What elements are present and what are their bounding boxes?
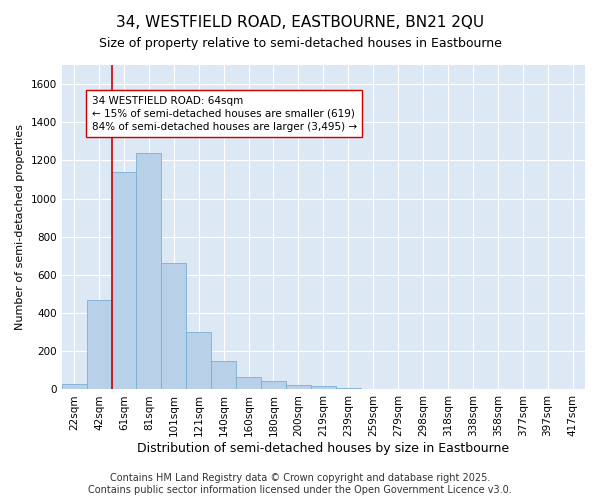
- Bar: [86, 300, 112, 390]
- Bar: [136, 153, 161, 390]
- Bar: [236, 377, 261, 390]
- Bar: [161, 264, 186, 390]
- X-axis label: Distribution of semi-detached houses by size in Eastbourne: Distribution of semi-detached houses by …: [137, 442, 509, 455]
- Bar: [211, 361, 236, 390]
- Text: 34 WESTFIELD ROAD: 64sqm
← 15% of semi-detached houses are smaller (619)
84% of : 34 WESTFIELD ROAD: 64sqm ← 15% of semi-d…: [92, 96, 356, 132]
- Y-axis label: Number of semi-detached properties: Number of semi-detached properties: [15, 124, 25, 330]
- Bar: [286, 384, 311, 390]
- Bar: [186, 332, 211, 390]
- Bar: [336, 388, 361, 390]
- Text: Contains HM Land Registry data © Crown copyright and database right 2025.
Contai: Contains HM Land Registry data © Crown c…: [88, 474, 512, 495]
- Bar: [112, 172, 136, 390]
- Text: 34, WESTFIELD ROAD, EASTBOURNE, BN21 2QU: 34, WESTFIELD ROAD, EASTBOURNE, BN21 2QU: [116, 15, 484, 30]
- Bar: [261, 381, 286, 390]
- Bar: [311, 386, 336, 390]
- Text: Size of property relative to semi-detached houses in Eastbourne: Size of property relative to semi-detach…: [98, 38, 502, 51]
- Bar: [62, 384, 86, 390]
